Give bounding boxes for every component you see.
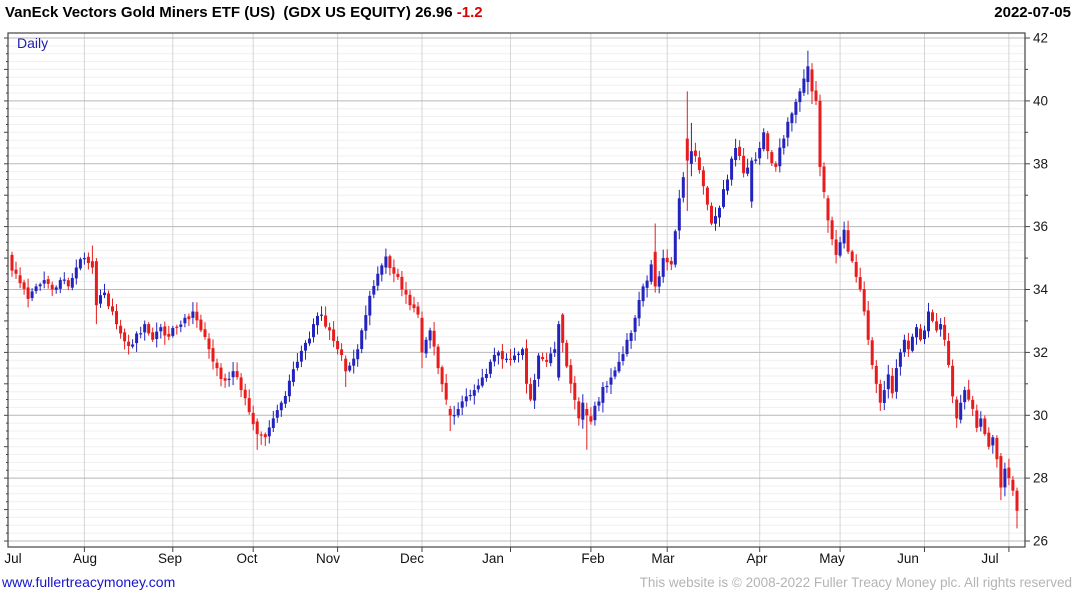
svg-text:42: 42 bbox=[1033, 31, 1048, 46]
price-change: -1.2 bbox=[456, 4, 483, 21]
svg-text:May: May bbox=[819, 551, 845, 566]
chart-frequency-label: Daily bbox=[17, 35, 49, 51]
as-of-date: 2022-07-05 bbox=[994, 4, 1071, 21]
page-title: VanEck Vectors Gold Miners ETF (US) (GDX… bbox=[5, 4, 483, 21]
copyright-text: This website is © 2008-2022 Fuller Treac… bbox=[639, 575, 1072, 590]
svg-text:Dec: Dec bbox=[400, 551, 424, 566]
svg-text:Oct: Oct bbox=[236, 551, 257, 566]
svg-text:Mar: Mar bbox=[651, 551, 675, 566]
svg-text:Jan: Jan bbox=[482, 551, 504, 566]
svg-text:Feb: Feb bbox=[581, 551, 604, 566]
svg-text:Jul: Jul bbox=[4, 551, 21, 566]
svg-text:28: 28 bbox=[1033, 471, 1048, 486]
footer: www.fullertreacymoney.com This website i… bbox=[0, 568, 1075, 598]
price-chart: 26 28 30 32 34 36 38 40 42 Jul Aug Sep Oct Nov Dec Jan F… bbox=[4, 31, 1049, 566]
svg-text:Nov: Nov bbox=[316, 551, 340, 566]
svg-text:Apr: Apr bbox=[746, 551, 768, 566]
svg-text:30: 30 bbox=[1033, 408, 1048, 423]
chart-area: 26 28 30 32 34 36 38 40 42 Jul Aug Sep Oct Nov Dec Jan F… bbox=[4, 31, 1049, 566]
svg-text:40: 40 bbox=[1033, 93, 1048, 108]
instrument-title: VanEck Vectors Gold Miners ETF (US) (GDX… bbox=[5, 4, 453, 21]
website-link[interactable]: www.fullertreacymoney.com bbox=[2, 574, 176, 590]
svg-text:32: 32 bbox=[1033, 345, 1048, 360]
svg-text:Jul: Jul bbox=[981, 551, 998, 566]
title-bar: VanEck Vectors Gold Miners ETF (US) (GDX… bbox=[0, 0, 1075, 26]
svg-text:Jun: Jun bbox=[897, 551, 919, 566]
svg-text:38: 38 bbox=[1033, 156, 1048, 171]
svg-text:36: 36 bbox=[1033, 219, 1048, 234]
svg-text:Sep: Sep bbox=[158, 551, 182, 566]
svg-text:Aug: Aug bbox=[73, 551, 97, 566]
svg-text:26: 26 bbox=[1033, 534, 1048, 549]
svg-text:34: 34 bbox=[1033, 282, 1049, 297]
